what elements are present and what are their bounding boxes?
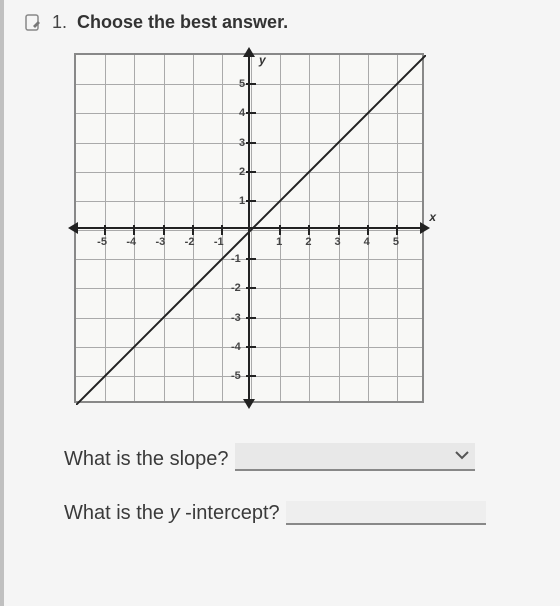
coordinate-grid: y x -5-4-3-2-112345-5-4-3-2-112345	[74, 53, 424, 403]
y-tick-label: 2	[239, 166, 245, 178]
y-tick	[246, 258, 256, 260]
y-tick-label: -3	[231, 312, 241, 324]
y-tick	[246, 317, 256, 319]
question-header: 1. Choose the best answer.	[24, 12, 540, 33]
x-tick-label: 1	[276, 236, 282, 248]
y-tick-label: 5	[239, 78, 245, 90]
arrow-left-icon	[68, 222, 78, 234]
x-tick	[104, 225, 106, 235]
x-tick	[221, 225, 223, 235]
x-tick	[308, 225, 310, 235]
question-number: 1.	[52, 12, 67, 33]
x-tick	[192, 225, 194, 235]
x-tick-label: 5	[393, 236, 399, 248]
y-tick-label: 1	[239, 195, 245, 207]
yint-var: y	[170, 502, 180, 524]
y-tick-label: -1	[231, 253, 241, 265]
x-tick	[279, 225, 281, 235]
yint-suffix: -intercept?	[180, 502, 280, 524]
y-tick	[246, 142, 256, 144]
y-tick-label: 4	[239, 107, 245, 119]
x-axis	[76, 227, 422, 229]
x-tick	[133, 225, 135, 235]
chevron-down-icon	[455, 447, 469, 465]
x-tick-label: -4	[126, 236, 136, 248]
x-tick	[367, 225, 369, 235]
y-tick-label: 3	[239, 137, 245, 149]
y-tick	[246, 287, 256, 289]
note-icon	[24, 14, 42, 32]
x-tick-label: -5	[97, 236, 107, 248]
chart-container: y x -5 -4 -3 -2 -1 1 2 3 4 5 -5 -4 -3 -2 -1 1 2 3 4 5	[24, 53, 540, 403]
y-tick	[246, 171, 256, 173]
y-tick-label: -4	[231, 341, 241, 353]
x-tick	[163, 225, 165, 235]
y-tick-label: -2	[231, 282, 241, 294]
x-tick-label: 4	[364, 236, 370, 248]
slope-dropdown[interactable]	[235, 443, 475, 471]
x-tick-label: -3	[156, 236, 166, 248]
yint-prefix: What is the	[64, 502, 170, 524]
x-tick	[338, 225, 340, 235]
arrow-right-icon	[420, 222, 430, 234]
x-tick	[396, 225, 398, 235]
x-tick-label: 3	[335, 236, 341, 248]
yintercept-prompt: What is the y -intercept?	[64, 502, 280, 525]
y-tick	[246, 112, 256, 114]
y-axis-label: y	[259, 53, 266, 67]
y-tick-label: -5	[231, 370, 241, 382]
slope-prompt: What is the slope?	[64, 448, 229, 471]
x-tick-label: -2	[185, 236, 195, 248]
arrow-down-icon	[243, 399, 255, 409]
y-tick	[246, 83, 256, 85]
x-axis-label: x	[429, 210, 436, 224]
slope-prompt-row: What is the slope?	[24, 443, 540, 471]
yintercept-prompt-row: What is the y -intercept?	[24, 501, 540, 525]
x-tick-label: -1	[214, 236, 224, 248]
x-tick-label: 2	[305, 236, 311, 248]
question-page: 1. Choose the best answer. y x -5 -4 -3 -2 -…	[0, 0, 560, 606]
yintercept-input[interactable]	[286, 501, 486, 525]
question-title: Choose the best answer.	[77, 12, 288, 33]
arrow-up-icon	[243, 47, 255, 57]
y-tick	[246, 346, 256, 348]
y-tick	[246, 375, 256, 377]
y-tick	[246, 200, 256, 202]
